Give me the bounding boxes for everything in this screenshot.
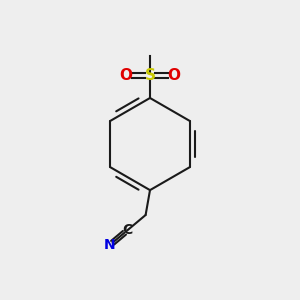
Text: C: C bbox=[122, 223, 133, 237]
Text: N: N bbox=[104, 238, 116, 252]
Text: O: O bbox=[168, 68, 181, 83]
Text: S: S bbox=[145, 68, 155, 83]
Text: O: O bbox=[119, 68, 132, 83]
